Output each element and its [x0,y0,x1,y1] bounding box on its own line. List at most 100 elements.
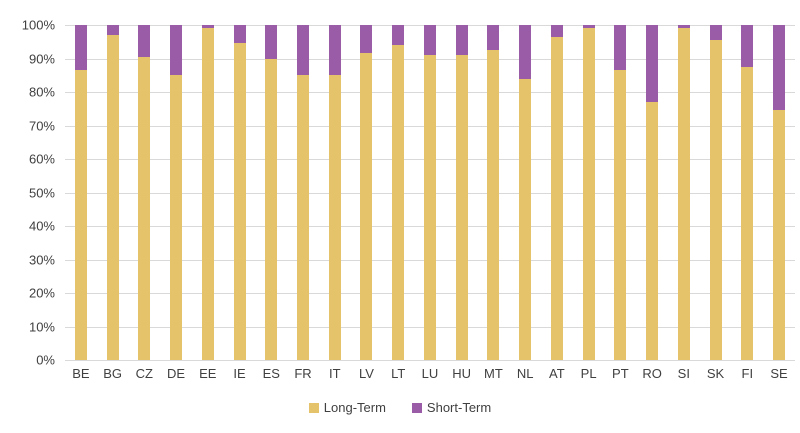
bar-slot-PT [604,25,636,360]
bar-segment-long-term-SI [677,28,690,360]
bar-slot-DE [160,25,192,360]
stacked-bar-RO [646,25,659,360]
x-tick-label-MT: MT [484,366,503,381]
bar-slot-FR [287,25,319,360]
stacked-bar-MT [487,25,500,360]
bar-slot-BG [97,25,129,360]
bar-segment-short-term-SK [709,25,722,41]
bar-segment-long-term-BE [74,70,87,360]
bar-segment-long-term-FR [297,75,309,360]
legend: Long-Term Short-Term [0,400,800,415]
bar-slot-LV [351,25,383,360]
stacked-bar-PL [582,25,595,360]
bar-slot-SE [763,25,795,360]
bar-segment-short-term-IT [328,25,341,76]
stacked-bar-LT [392,25,405,360]
y-tick-label: 30% [28,252,55,267]
legend-label-long-term: Long-Term [323,400,386,415]
bar-segment-long-term-EE [201,28,214,360]
y-tick-label: 40% [28,218,55,234]
stacked-bar-IE [233,25,246,360]
x-tick-label-BE: BE [72,366,90,381]
bar-segment-long-term-LU [423,55,436,360]
y-tick-label: 70% [28,118,55,133]
legend-label-short-term: Short-Term [426,400,492,415]
bar-segment-short-term-PT [614,25,627,71]
stacked-bar-NL [519,25,532,360]
bar-segment-short-term-FI [741,25,754,67]
bar-segment-long-term-PL [582,28,595,360]
bar-segment-long-term-AT [550,36,563,360]
bar-slot-AT [541,25,573,360]
x-tick-label-PT: PT [612,366,629,381]
x-tick-label-FR: FR [294,366,312,381]
bar-segment-short-term-SE [773,25,786,111]
x-tick-label-EE: EE [199,366,217,381]
bar-slot-PL [573,25,605,360]
y-axis-labels: 0% 10% 20% 30% 40% 50% 60% 70% 80% 90% 100% [0,0,55,433]
bar-segment-long-term-IE [233,43,246,360]
bar-segment-short-term-FR [297,25,309,76]
stacked-bar-CZ [138,25,151,360]
bar-slot-NL [509,25,541,360]
bar-segment-short-term-RO [646,25,659,103]
x-tick-label-FI: FI [741,366,754,381]
stacked-bar-BE [74,25,87,360]
bar-slot-LU [414,25,446,360]
bar-segment-short-term-HU [455,25,468,56]
y-tick-label: 10% [28,319,55,334]
bar-segment-short-term-CZ [138,25,151,57]
gridline-0% [65,360,795,361]
bar-segment-short-term-IE [233,25,246,44]
bar-segment-long-term-MT [487,50,500,360]
y-tick-label: 60% [28,151,55,167]
bar-slot-EE [192,25,224,360]
stacked-bar-FI [741,25,754,360]
bar-segment-short-term-AT [550,25,563,37]
bar-slot-SI [668,25,700,360]
bar-segment-long-term-RO [646,102,659,360]
y-tick-label: 20% [28,285,55,301]
bar-segment-short-term-EE [201,25,214,29]
stacked-bar-EE [201,25,214,360]
x-axis-labels: BE BG CZ DE EE IE ES FR IT LV LT LU HU MT NL AT PL PT RO SI… [65,366,795,381]
bar-segment-long-term-BG [106,35,119,360]
legend-item-short-term: Short-Term [411,400,492,415]
x-tick-label-HU: HU [452,366,472,381]
bar-segment-long-term-PT [614,70,627,360]
long-term-swatch-icon [308,402,319,413]
x-tick-label-CZ: CZ [135,366,153,381]
bar-segment-short-term-ES [265,25,278,59]
bar-segment-long-term-DE [170,75,183,360]
stacked-bar-SK [709,25,722,360]
x-tick-label-SK: SK [706,366,725,381]
stacked-bar-HU [455,25,468,360]
stacked-bar-SE [773,25,786,360]
bar-slot-ES [255,25,287,360]
stacked-bar-SI [677,25,690,360]
x-tick-label-BG: BG [103,366,122,381]
bar-segment-long-term-SE [773,110,786,360]
x-tick-label-LV: LV [359,366,374,381]
bar-segment-short-term-DE [170,25,183,76]
short-term-swatch-icon [411,402,422,413]
bar-segment-short-term-MT [487,25,500,51]
bar-segment-long-term-HU [455,55,468,360]
bar-slot-LT [382,25,414,360]
stacked-bar-IT [328,25,341,360]
bar-slot-IE [224,25,256,360]
x-tick-label-AT: AT [549,366,565,381]
stacked-bar-LV [360,25,373,360]
x-tick-label-LU: LU [421,366,439,381]
y-tick-label: 0% [36,352,55,368]
bar-segment-short-term-LU [423,25,436,56]
bar-segment-long-term-LV [360,53,373,360]
x-tick-label-LT: LT [391,366,406,381]
x-tick-label-IE: IE [233,366,246,381]
y-tick-label: 50% [28,185,55,200]
bar-segment-short-term-LT [392,25,405,46]
y-tick-label: 90% [28,51,55,66]
bar-segment-long-term-NL [519,78,532,360]
bar-slot-SK [700,25,732,360]
bar-slot-RO [636,25,668,360]
